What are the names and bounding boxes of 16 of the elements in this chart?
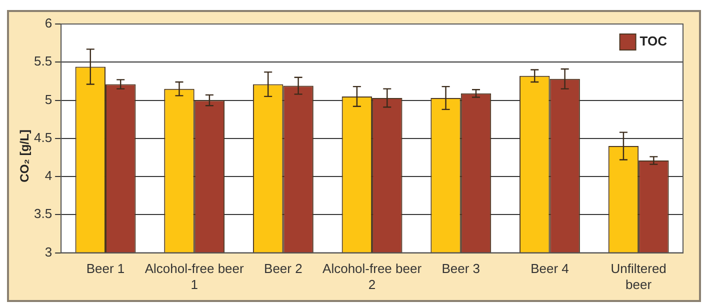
y-tick-label: 4: [44, 168, 52, 184]
x-tick-label: Beer 1: [86, 261, 125, 276]
y-tick-label: 6: [44, 16, 52, 31]
x-tick-label: Alcohol-free beer 2: [322, 261, 422, 292]
x-tick-label: Beer 3: [442, 261, 480, 276]
y-axis-title: CO₂ [g/L]: [17, 130, 31, 182]
y-tick-label: 5: [44, 92, 52, 107]
y-tick-label: 4.5: [34, 130, 52, 145]
x-tick-label: Beer 4: [530, 261, 569, 276]
x-tick-label: Beer 2: [264, 261, 302, 276]
x-tick-label: Alcohol-free beer 1: [144, 261, 245, 292]
y-tick-label: 3: [44, 244, 52, 260]
legend-label: TOC: [640, 34, 668, 49]
x-tick-label: Unfiltered beer: [610, 261, 666, 292]
y-tick-label: 5.5: [34, 54, 52, 69]
y-tick-label: 3.5: [34, 206, 52, 222]
